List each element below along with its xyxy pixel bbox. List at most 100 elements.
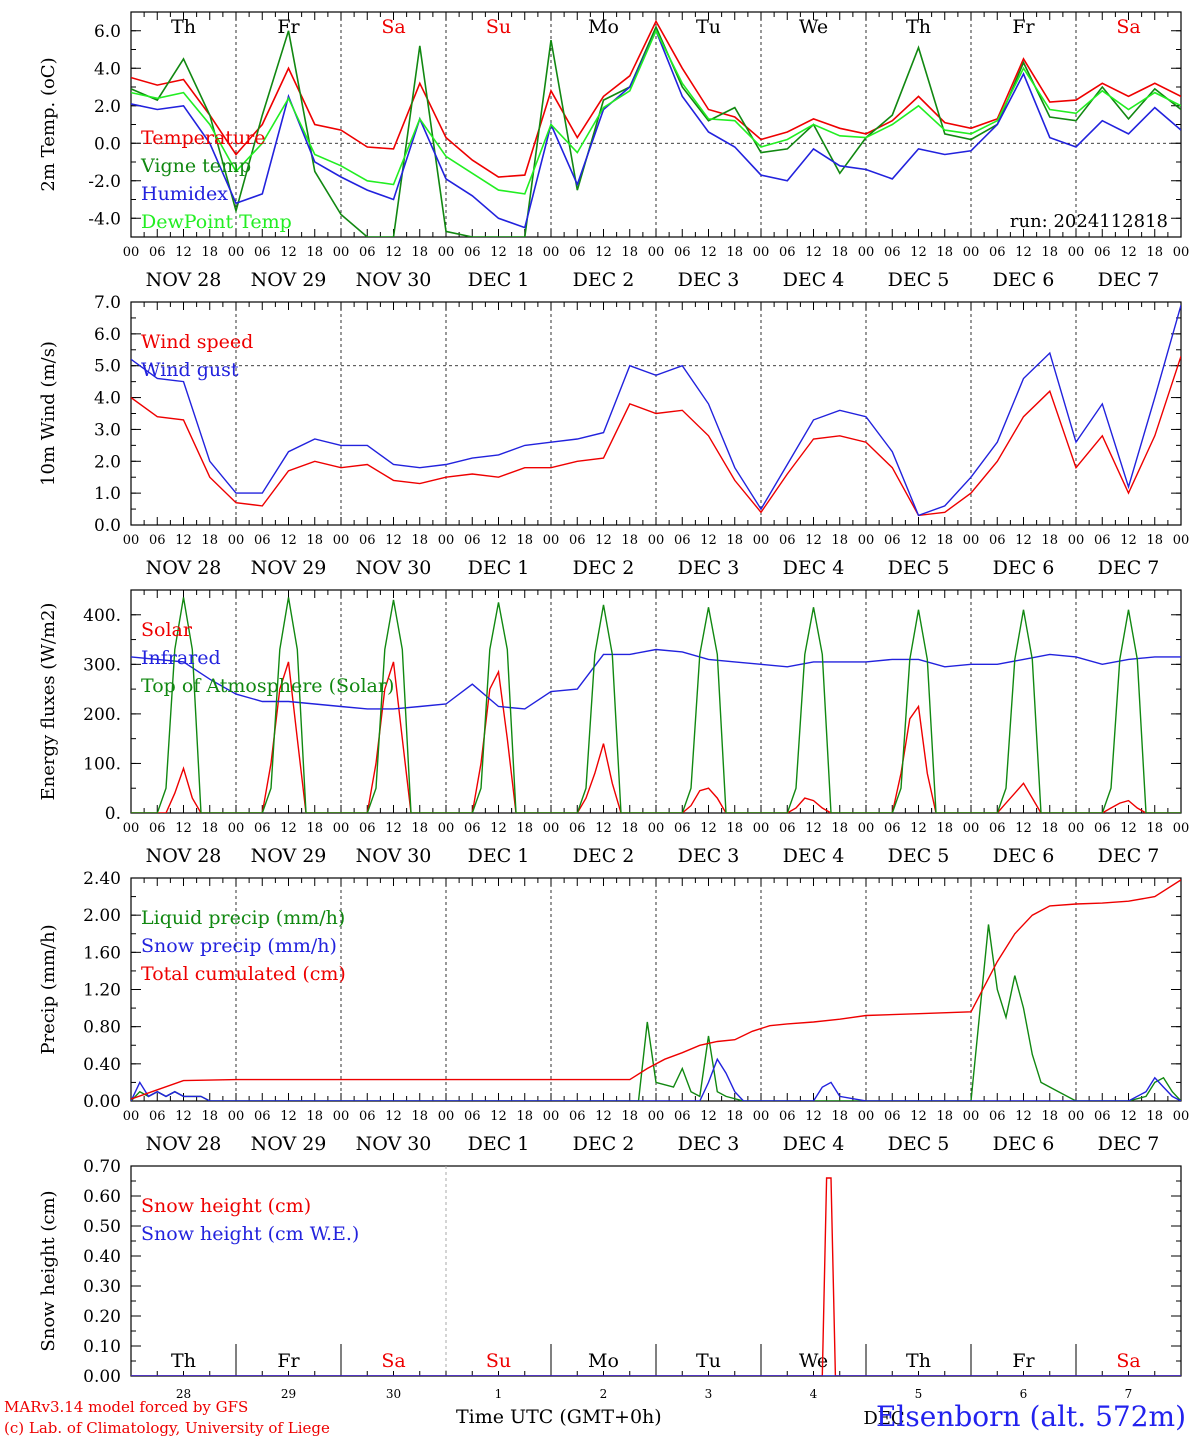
hour-tick-label: 18: [201, 821, 218, 836]
hour-tick-label: 00: [963, 533, 980, 548]
hour-tick-label: 18: [411, 533, 428, 548]
hour-tick-label: 06: [464, 1109, 481, 1124]
date-label: NOV 29: [251, 1133, 327, 1155]
hour-tick-label: 12: [280, 1109, 297, 1124]
time-axis-label: Time UTC (GMT+0h): [456, 1406, 662, 1428]
date-label: DEC 5: [888, 845, 950, 867]
y-tick-label: 1.20: [83, 981, 121, 1001]
y-tick-label: 0.10: [83, 1337, 121, 1357]
snow-day-number: 29: [281, 1387, 296, 1401]
hour-tick-label: 12: [280, 821, 297, 836]
hour-tick-label: 12: [595, 533, 612, 548]
date-label: DEC 1: [468, 269, 530, 291]
hour-tick-label: 06: [254, 1109, 271, 1124]
hour-tick-label: 06: [989, 533, 1006, 548]
y-tick-label: 0.80: [83, 1018, 121, 1038]
hour-tick-label: 00: [438, 533, 455, 548]
hour-tick-label: 00: [438, 821, 455, 836]
hour-tick-label: 12: [490, 821, 507, 836]
hour-tick-label: 18: [306, 245, 323, 260]
y-axis-label: Snow height (cm): [38, 1190, 59, 1351]
legend-entry: Total cumulated (cm): [141, 963, 346, 985]
hour-tick-label: 18: [306, 533, 323, 548]
date-label: DEC 6: [993, 557, 1055, 579]
station-label: Elsenborn (alt. 572m): [875, 1400, 1186, 1433]
y-tick-label: 300.: [83, 655, 121, 675]
day-name: Th: [906, 1350, 931, 1372]
hour-tick-label: 18: [201, 533, 218, 548]
date-label: NOV 28: [146, 845, 222, 867]
day-name: Th: [171, 1350, 196, 1372]
y-tick-label: 200.: [83, 705, 121, 725]
date-label: NOV 30: [356, 845, 432, 867]
hour-tick-label: 06: [884, 533, 901, 548]
hour-tick-label: 18: [516, 1109, 533, 1124]
hour-tick-label: 06: [254, 821, 271, 836]
hour-tick-label: 00: [648, 245, 665, 260]
y-tick-label: 4.0: [94, 59, 121, 79]
date-label: DEC 5: [888, 269, 950, 291]
hour-tick-label: 00: [753, 245, 770, 260]
hour-tick-label: 12: [1015, 533, 1032, 548]
y-tick-label: 2.0: [94, 97, 121, 117]
hour-tick-label: 12: [1120, 821, 1137, 836]
day-name: Sa: [1116, 16, 1140, 38]
legend-entry: Liquid precip (mm/h): [141, 907, 345, 929]
run-label: run: 2024112818: [1010, 211, 1168, 232]
y-tick-label: 0.00: [83, 1367, 121, 1387]
hour-tick-label: 00: [228, 821, 245, 836]
day-name: Fr: [1012, 16, 1035, 38]
hour-tick-label: 18: [621, 533, 638, 548]
hour-tick-label: 18: [411, 1109, 428, 1124]
series-line: [131, 648, 1181, 710]
date-label: NOV 30: [356, 557, 432, 579]
hour-tick-label: 12: [490, 245, 507, 260]
hour-tick-label: 00: [543, 245, 560, 260]
y-axis-label: 10m Wind (m/s): [38, 341, 59, 486]
hour-tick-label: 06: [359, 245, 376, 260]
y-axis-label: 2m Temp. (oC): [38, 57, 59, 191]
hour-tick-label: 12: [1015, 821, 1032, 836]
y-tick-label: 7.0: [94, 293, 121, 313]
hour-tick-label: 00: [648, 821, 665, 836]
date-label: DEC 3: [678, 845, 740, 867]
hour-tick-label: 00: [123, 821, 140, 836]
day-name: Fr: [277, 1350, 300, 1372]
y-axis-label: Energy fluxes (W/m2): [38, 603, 59, 801]
y-tick-label: -2.0: [88, 172, 121, 192]
hour-tick-label: 00: [1068, 533, 1085, 548]
hour-tick-label: 12: [175, 533, 192, 548]
hour-tick-label: 12: [805, 245, 822, 260]
hour-tick-label: 06: [1094, 533, 1111, 548]
date-label: DEC 1: [468, 557, 530, 579]
day-name: Mo: [588, 1350, 619, 1372]
hour-tick-label: 12: [280, 245, 297, 260]
hour-tick-label: 06: [149, 245, 166, 260]
hour-tick-label: 00: [333, 245, 350, 260]
y-tick-label: 6.0: [94, 22, 121, 42]
date-label: NOV 28: [146, 557, 222, 579]
y-tick-label: 400.: [83, 606, 121, 626]
hour-tick-label: 12: [1120, 245, 1137, 260]
snow-day-number: 5: [915, 1387, 923, 1401]
y-tick-label: 6.0: [94, 325, 121, 345]
hour-tick-label: 18: [1146, 533, 1163, 548]
day-name: Fr: [1012, 1350, 1035, 1372]
y-tick-label: 4.0: [94, 389, 121, 409]
hour-tick-label: 18: [306, 1109, 323, 1124]
hour-tick-label: 00: [1173, 533, 1190, 548]
date-label: DEC 3: [678, 557, 740, 579]
hour-tick-label: 12: [805, 821, 822, 836]
hour-tick-label: 12: [1015, 1109, 1032, 1124]
hour-tick-label: 06: [1094, 1109, 1111, 1124]
y-tick-label: 0.40: [83, 1055, 121, 1075]
y-tick-label: 0.0: [94, 516, 121, 536]
legend-entry: Vigne temp: [140, 155, 251, 177]
hour-tick-label: 06: [779, 533, 796, 548]
hour-tick-label: 18: [201, 1109, 218, 1124]
date-label: DEC 6: [993, 1133, 1055, 1155]
snow-day-number: 4: [810, 1387, 818, 1401]
hour-tick-label: 00: [543, 1109, 560, 1124]
hour-tick-label: 00: [333, 821, 350, 836]
hour-tick-label: 06: [1094, 245, 1111, 260]
